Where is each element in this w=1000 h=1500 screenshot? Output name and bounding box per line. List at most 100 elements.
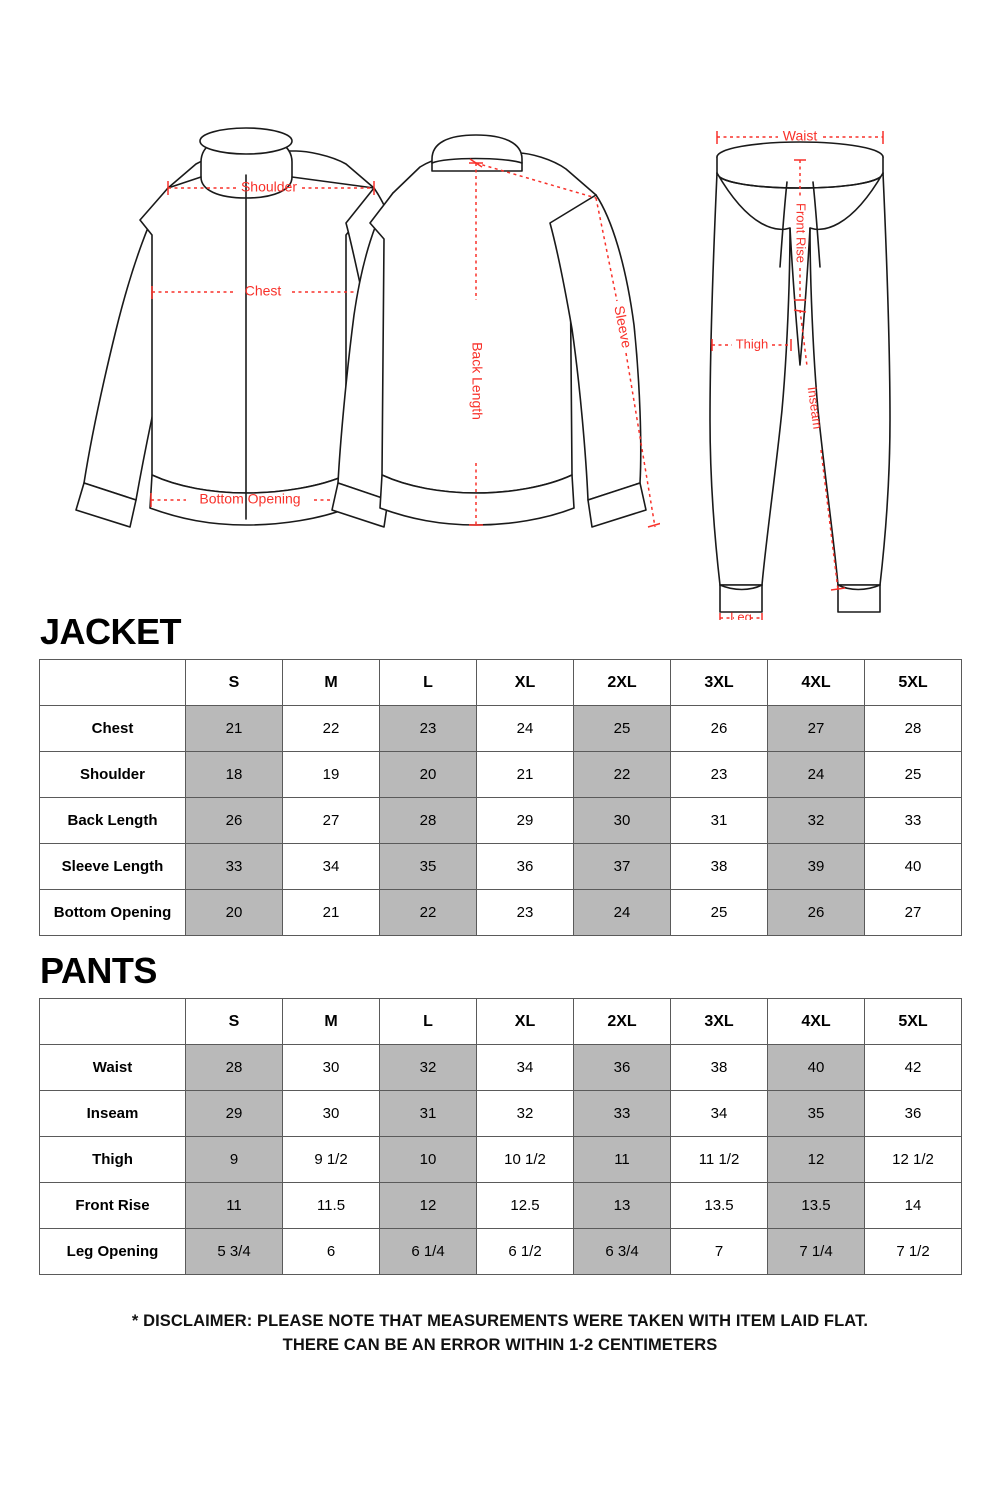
row-label-jacket-1: Shoulder: [39, 751, 186, 798]
disclaimer-line-1: * DISCLAIMER: PLEASE NOTE THAT MEASUREME…: [131, 1312, 869, 1330]
cell-jacket-1-4: 22: [573, 751, 671, 798]
cell-jacket-0-6: 27: [767, 705, 865, 752]
pants-illustration: Waist Front Rise Thigh: [690, 120, 910, 620]
jacket-front-group: Shoulder Chest Bottom Opening: [75, 127, 419, 528]
cell-jacket-0-7: 28: [864, 705, 962, 752]
cell-jacket-1-2: 20: [379, 751, 477, 798]
cell-pants-1-4: 33: [573, 1090, 671, 1137]
cell-jacket-4-6: 26: [767, 889, 865, 936]
front-rise-dimension: Front Rise: [794, 159, 809, 301]
disclaimer: * DISCLAIMER: PLEASE NOTE THAT MEASUREME…: [0, 1310, 1000, 1358]
row-label-pants-3: Front Rise: [39, 1182, 186, 1229]
jacket-illustrations: Shoulder Chest Bottom Opening: [40, 115, 660, 535]
pants-svg: Waist Front Rise Thigh: [709, 128, 891, 620]
jacket-col-header-4xl: 4XL: [767, 659, 865, 706]
jacket-col-header-s: S: [185, 659, 283, 706]
cell-jacket-2-1: 27: [282, 797, 380, 844]
cell-jacket-3-4: 37: [573, 843, 671, 890]
pants-col-header-xl: XL: [476, 998, 574, 1045]
cell-pants-4-4: 6 3/4: [573, 1228, 671, 1275]
cell-pants-3-3: 12.5: [476, 1182, 574, 1229]
pants-col-header-5xl: 5XL: [864, 998, 962, 1045]
cell-pants-3-7: 14: [864, 1182, 962, 1229]
waist-label: Waist: [783, 128, 818, 144]
cell-pants-4-1: 6: [282, 1228, 380, 1275]
cell-pants-3-6: 13.5: [767, 1182, 865, 1229]
pants-col-header-m: M: [282, 998, 380, 1045]
cell-pants-4-0: 5 3/4: [185, 1228, 283, 1275]
cell-pants-2-1: 9 1/2: [282, 1136, 380, 1183]
thigh-dimension: Thigh: [711, 336, 792, 351]
sleeve-dimension: Sleeve: [469, 158, 660, 528]
pants-table-body: Waist 28 30 32 34 36 38 40 42 Inseam 29 30 31 32 33 34 3…: [39, 1044, 962, 1275]
shoulder-label: Shoulder: [241, 179, 297, 195]
cell-jacket-4-5: 25: [670, 889, 768, 936]
inseam-label: Inseam: [805, 386, 826, 430]
cell-pants-4-3: 6 1/2: [476, 1228, 574, 1275]
jacket-col-header-2xl: 2XL: [573, 659, 671, 706]
jacket-size-table: S M L XL 2XL 3XL 4XL 5XL Chest 21 22 23 24 25…: [39, 659, 962, 936]
cell-jacket-4-4: 24: [573, 889, 671, 936]
cell-jacket-1-1: 19: [282, 751, 380, 798]
pants-col-header-3xl: 3XL: [670, 998, 768, 1045]
cell-jacket-2-0: 26: [185, 797, 283, 844]
cell-pants-3-4: 13: [573, 1182, 671, 1229]
cell-pants-3-5: 13.5: [670, 1182, 768, 1229]
cell-jacket-2-7: 33: [864, 797, 962, 844]
jacket-col-header-m: M: [282, 659, 380, 706]
jacket-col-header-xl: XL: [476, 659, 574, 706]
cell-jacket-0-3: 24: [476, 705, 574, 752]
table-row: Front Rise 11 11.5 12 12.5 13 13.5 13.5 14: [39, 1182, 962, 1229]
table-row: Shoulder 18 19 20 21 22 23 24 25: [39, 751, 962, 798]
cell-pants-0-0: 28: [185, 1044, 283, 1091]
row-label-jacket-0: Chest: [39, 705, 186, 752]
cell-jacket-4-3: 23: [476, 889, 574, 936]
table-row: Chest 21 22 23 24 25 26 27 28: [39, 705, 962, 752]
front-rise-label: Front Rise: [794, 203, 809, 263]
cell-jacket-4-2: 22: [379, 889, 477, 936]
cell-jacket-1-5: 23: [670, 751, 768, 798]
jacket-col-header-3xl: 3XL: [670, 659, 768, 706]
illustrations-band: Shoulder Chest Bottom Opening: [0, 0, 1000, 630]
cell-pants-1-3: 32: [476, 1090, 574, 1137]
cell-jacket-2-4: 30: [573, 797, 671, 844]
cell-pants-3-0: 11: [185, 1182, 283, 1229]
cell-jacket-2-5: 31: [670, 797, 768, 844]
cell-jacket-2-6: 32: [767, 797, 865, 844]
cell-pants-4-7: 7 1/2: [864, 1228, 962, 1275]
jacket-back-group: Back Length Sleeve: [331, 134, 660, 528]
cell-pants-2-0: 9: [185, 1136, 283, 1183]
cell-jacket-3-6: 39: [767, 843, 865, 890]
pants-corner-cell: [39, 998, 186, 1045]
pants-size-table: S M L XL 2XL 3XL 4XL 5XL Waist 28 30 32 34 36…: [39, 998, 962, 1275]
cell-jacket-3-3: 36: [476, 843, 574, 890]
row-label-jacket-3: Sleeve Length: [39, 843, 186, 890]
jacket-table-body: Chest 21 22 23 24 25 26 27 28 Shoulder 18 19 20 21 22 2…: [39, 705, 962, 936]
pants-col-header-2xl: 2XL: [573, 998, 671, 1045]
back-length-label: Back Length: [469, 342, 485, 420]
cell-jacket-3-7: 40: [864, 843, 962, 890]
cell-jacket-0-4: 25: [573, 705, 671, 752]
shoulder-dimension: Shoulder: [167, 179, 375, 195]
waist-dimension: Waist: [716, 128, 884, 144]
jacket-section-title: JACKET: [40, 611, 182, 652]
cell-pants-0-6: 40: [767, 1044, 865, 1091]
table-row: Inseam 29 30 31 32 33 34 35 36: [39, 1090, 962, 1137]
jacket-svg: Shoulder Chest Bottom Opening: [75, 127, 660, 528]
cell-pants-2-6: 12: [767, 1136, 865, 1183]
cell-pants-0-5: 38: [670, 1044, 768, 1091]
jacket-table-head: S M L XL 2XL 3XL 4XL 5XL: [39, 659, 962, 706]
cell-jacket-0-1: 22: [282, 705, 380, 752]
cell-pants-0-3: 34: [476, 1044, 574, 1091]
cell-pants-1-5: 34: [670, 1090, 768, 1137]
cell-pants-1-1: 30: [282, 1090, 380, 1137]
bottom-opening-label: Bottom Opening: [199, 491, 300, 507]
cell-jacket-3-2: 35: [379, 843, 477, 890]
thigh-label: Thigh: [736, 336, 769, 351]
cell-jacket-4-7: 27: [864, 889, 962, 936]
pants-header-row: S M L XL 2XL 3XL 4XL 5XL: [39, 998, 962, 1045]
cell-jacket-4-0: 20: [185, 889, 283, 936]
table-row: Waist 28 30 32 34 36 38 40 42: [39, 1044, 962, 1091]
cell-pants-2-5: 11 1/2: [670, 1136, 768, 1183]
jacket-header-row: S M L XL 2XL 3XL 4XL 5XL: [39, 659, 962, 706]
